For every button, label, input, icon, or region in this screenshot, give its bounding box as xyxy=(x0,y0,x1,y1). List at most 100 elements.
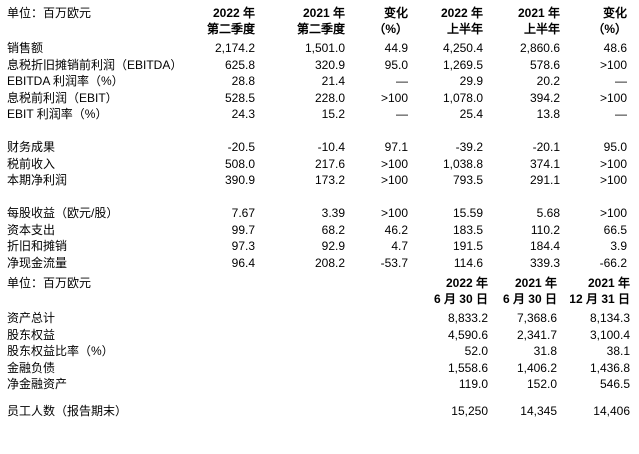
spacer-cell xyxy=(7,393,630,403)
value-cell: >100 xyxy=(380,90,408,105)
value-cell: 7,368.6 xyxy=(516,311,557,325)
column-header: 2021 年 6 月 30 日 xyxy=(488,275,557,310)
value-cell: 228.0 xyxy=(314,90,345,105)
table-row: 资本支出 99.7 68.2 46.2 183.5 110.2 66.5 xyxy=(7,222,627,239)
row-label: 金融负债 xyxy=(7,360,56,375)
row-label: 净金融资产 xyxy=(7,377,68,391)
value-cell: -10.4 xyxy=(317,140,345,154)
unit-label: 单位：百万欧元 xyxy=(7,6,92,20)
value-cell: -39.2 xyxy=(455,140,483,154)
row-label: 股东权益 xyxy=(7,327,56,342)
value-cell: 2,341.7 xyxy=(516,327,557,342)
value-cell: >100 xyxy=(599,156,627,171)
value-cell: 95.0 xyxy=(384,57,408,72)
value-cell: 68.2 xyxy=(321,222,345,237)
column-header-line2: 6 月 30 日 xyxy=(433,292,488,306)
value-cell: 578.6 xyxy=(529,57,560,72)
row-label: 净现金流量 xyxy=(7,255,68,270)
value-cell: 66.5 xyxy=(603,222,627,237)
value-cell: — xyxy=(615,107,627,121)
value-cell: 4.7 xyxy=(391,239,408,253)
table-row: 销售额 2,174.2 1,501.0 44.9 4,250.4 2,860.6 48.6 xyxy=(7,40,627,57)
value-cell: 508.0 xyxy=(224,156,255,171)
column-header: 2021 年第二季度 xyxy=(255,5,345,40)
value-cell: 38.1 xyxy=(606,344,630,358)
value-cell: — xyxy=(396,74,408,88)
column-header-line1: 变化 xyxy=(602,6,627,20)
column-header: 变化 （%） xyxy=(560,5,627,40)
row-label: 折旧和摊销 xyxy=(7,239,68,253)
table-row: 员工人数（报告期末） 15,250 14,345 14,406 xyxy=(7,403,630,420)
value-cell: 14,345 xyxy=(520,403,557,418)
value-cell: 208.2 xyxy=(314,255,345,270)
value-cell: 184.4 xyxy=(529,239,560,253)
value-cell: 374.1 xyxy=(529,156,560,171)
column-header-line2: （%） xyxy=(373,22,408,36)
row-label: 每股收益（欧元/股） xyxy=(7,206,119,220)
value-cell: 5.68 xyxy=(536,206,560,220)
value-cell: — xyxy=(396,107,408,121)
spacer-cell xyxy=(7,189,627,206)
column-header-line1: 2021 年 xyxy=(302,6,345,20)
value-cell: >100 xyxy=(380,173,408,187)
table-row: 折旧和摊销 97.3 92.9 4.7 191.5 184.4 3.9 xyxy=(7,238,627,255)
table-row: 净现金流量 96.4 208.2 -53.7 114.6 339.3 -66.2 xyxy=(7,255,627,272)
value-cell: 528.5 xyxy=(224,90,255,105)
value-cell: 217.6 xyxy=(314,156,345,171)
value-cell: 339.3 xyxy=(529,255,560,270)
value-cell: 97.1 xyxy=(384,140,408,154)
value-cell: 8,833.2 xyxy=(447,311,488,325)
value-cell: 114.6 xyxy=(453,255,483,270)
value-cell: 15.59 xyxy=(452,206,483,220)
spacer-row xyxy=(7,123,627,140)
table-row: EBIT 利润率（%） 24.3 15.2 — 25.4 13.8 — xyxy=(7,106,627,123)
column-header-line2: 第二季度 xyxy=(296,22,345,36)
value-cell: 173.2 xyxy=(314,173,345,187)
spacer-cell xyxy=(7,123,627,140)
value-cell: 1,436.8 xyxy=(589,360,630,375)
value-cell: 1,038.8 xyxy=(442,156,483,171)
spacer-row xyxy=(7,393,630,403)
value-cell: 4,250.4 xyxy=(442,41,483,55)
value-cell: 1,078.0 xyxy=(442,90,483,105)
value-cell: 291.1 xyxy=(529,173,560,187)
column-header-line1: 2022 年 xyxy=(212,6,255,20)
value-cell: 28.8 xyxy=(231,74,255,88)
value-cell: 3.39 xyxy=(321,206,345,220)
table-row: 金融负债 1,558.6 1,406.2 1,436.8 xyxy=(7,360,630,377)
value-cell: 320.9 xyxy=(314,57,345,72)
row-label: 资本支出 xyxy=(7,222,56,237)
column-header-line2: 第二季度 xyxy=(206,22,255,36)
value-cell: 3,100.4 xyxy=(589,327,630,342)
column-header-line1: 2021 年 xyxy=(514,276,557,290)
row-label: 税前收入 xyxy=(7,156,56,171)
value-cell: 1,501.0 xyxy=(304,41,345,55)
value-cell: 110.2 xyxy=(530,222,560,237)
column-header-line1: 2022 年 xyxy=(445,276,488,290)
value-cell: 4,590.6 xyxy=(447,327,488,342)
table-row: 股东权益 4,590.6 2,341.7 3,100.4 xyxy=(7,327,630,344)
row-label: 销售额 xyxy=(7,41,44,55)
value-cell: 2,860.6 xyxy=(519,41,560,55)
row-label: 资产总计 xyxy=(7,311,56,325)
column-header: 2022 年上半年 xyxy=(408,5,483,40)
row-label: 股东权益比率（%） xyxy=(7,344,114,358)
value-cell: 24.3 xyxy=(231,107,255,121)
row-label: 息税前利润（EBIT） xyxy=(7,90,118,105)
value-cell: 92.9 xyxy=(321,239,345,253)
table-row: 净金融资产 119.0 152.0 546.5 xyxy=(7,376,630,393)
value-cell: 152.0 xyxy=(526,377,557,391)
row-label: EBITDA 利润率（%） xyxy=(7,74,124,88)
unit-label: 单位：百万欧元 xyxy=(7,276,92,290)
column-header-line2: 上半年 xyxy=(523,22,560,36)
column-header-line1: 2022 年 xyxy=(440,6,483,20)
spacer-row xyxy=(7,189,627,206)
value-cell: 15.2 xyxy=(321,107,345,121)
column-header-line2: 12 月 31 日 xyxy=(569,292,630,306)
value-cell: 119.0 xyxy=(458,377,488,391)
value-cell: 31.8 xyxy=(533,344,557,358)
column-header-line1: 变化 xyxy=(383,6,408,20)
row-label: 息税折旧摊销前利润（EBITDA） xyxy=(7,57,183,72)
value-cell: 13.8 xyxy=(536,107,560,121)
